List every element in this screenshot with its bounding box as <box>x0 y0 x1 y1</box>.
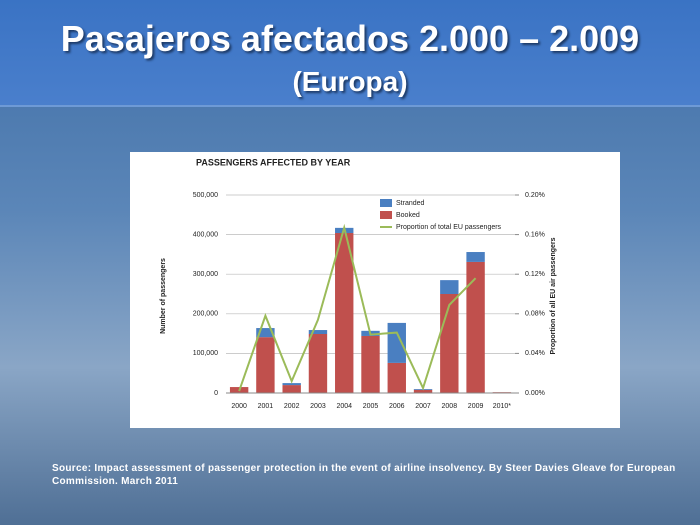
bar-segment <box>308 333 328 393</box>
bar-segment <box>387 362 406 393</box>
bar-segment <box>308 330 328 334</box>
bar-segment <box>440 280 459 294</box>
y2-tick-label: 0.16% <box>525 231 545 238</box>
y2-tick-label: 0.20% <box>525 192 545 199</box>
chart: PASSENGERS AFFECTED BY YEAR Number of pa… <box>130 152 620 428</box>
x-tick-label: 2000 <box>231 403 247 410</box>
x-tick-label: 2010* <box>493 403 512 410</box>
legend-swatch <box>380 199 392 207</box>
x-tick-label: 2008 <box>442 403 458 410</box>
bar-segment <box>413 389 433 393</box>
y-tick-label: 400,000 <box>193 231 218 238</box>
bar-segment <box>387 322 406 363</box>
y2-axis-label: Proportion of all EU air passengers <box>550 237 557 354</box>
x-tick-label: 2002 <box>284 403 300 410</box>
bar-segment <box>466 261 485 393</box>
chart-title: PASSENGERS AFFECTED BY YEAR <box>196 157 351 167</box>
legend-swatch <box>380 211 392 219</box>
legend-label: Proportion of total EU passengers <box>396 224 502 231</box>
y2-tick-label: 0.08% <box>525 311 545 318</box>
x-tick-label: 2004 <box>336 403 352 410</box>
x-tick-label: 2001 <box>258 403 274 410</box>
y-tick-label: 100,000 <box>193 350 218 357</box>
y-tick-label: 500,000 <box>193 192 218 199</box>
legend-label: Stranded <box>396 200 425 207</box>
x-tick-label: 2005 <box>363 403 379 410</box>
y2-tick-label: 0.04% <box>525 350 545 357</box>
legend-label: Booked <box>396 212 420 219</box>
x-tick-label: 2003 <box>310 403 326 410</box>
bar-segment <box>282 385 301 393</box>
x-tick-label: 2007 <box>415 403 431 410</box>
x-tick-label: 2006 <box>389 403 405 410</box>
y-tick-label: 200,000 <box>193 311 218 318</box>
y2-tick-label: 0.00% <box>525 390 545 397</box>
bar-segment <box>361 335 380 393</box>
y-tick-label: 300,000 <box>193 271 218 278</box>
bar-segment <box>282 383 301 386</box>
line-series <box>238 223 477 392</box>
slide-title: Pasajeros afectados 2.000 – 2.009 <box>60 18 640 59</box>
bar-segment <box>466 252 485 262</box>
x-tick-label: 2009 <box>468 403 484 410</box>
y-axis-label: Number of passengers <box>160 258 167 334</box>
source-note: Source: Impact assessment of passenger p… <box>52 463 676 487</box>
bar-segment <box>440 294 459 393</box>
header-band <box>0 0 700 107</box>
bar-segment <box>256 328 275 338</box>
y2-tick-label: 0.12% <box>525 271 545 278</box>
y-tick-label: 0 <box>214 390 218 397</box>
slide-subtitle: (Europa) <box>292 66 408 97</box>
bar-segment <box>256 337 275 393</box>
bar-segment <box>335 233 354 393</box>
